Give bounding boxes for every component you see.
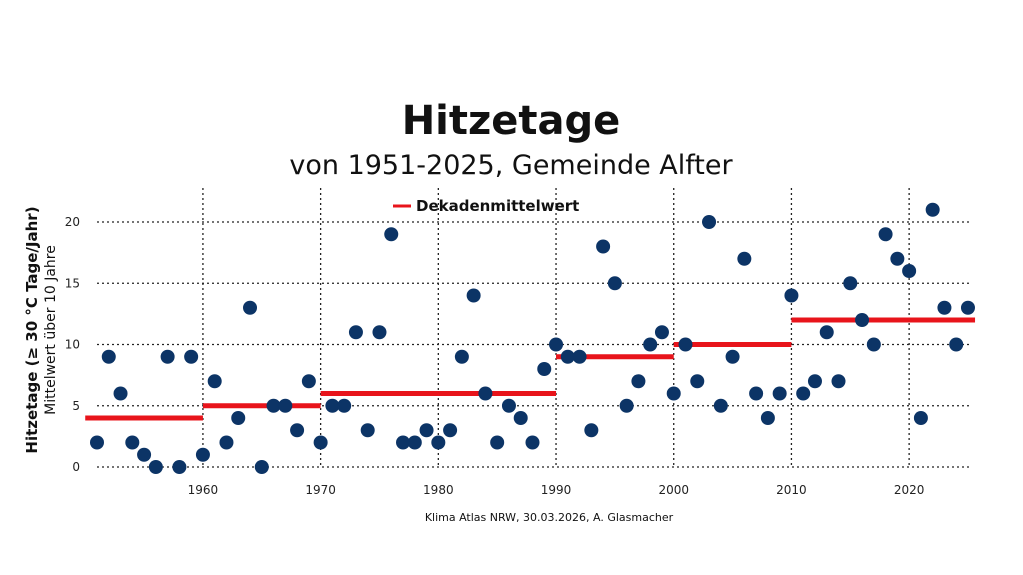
x-tick-label: 2000 xyxy=(658,483,689,497)
data-point xyxy=(902,264,917,278)
data-point xyxy=(784,288,799,303)
data-point xyxy=(749,386,764,401)
data-point xyxy=(796,386,811,401)
data-point xyxy=(866,337,881,352)
data-points xyxy=(90,202,975,474)
data-point xyxy=(137,447,152,462)
data-point xyxy=(843,276,858,291)
legend-label: Dekadenmittelwert xyxy=(416,197,579,215)
y-tick-label: 10 xyxy=(65,338,80,352)
data-point xyxy=(725,349,740,364)
data-point xyxy=(431,435,446,450)
tick-labels: 0 5 10 15 20 1960 1970 1980 1990 2000 2010 2020 xyxy=(65,215,925,497)
data-point xyxy=(549,337,564,352)
data-point xyxy=(172,460,187,474)
data-point xyxy=(584,423,599,438)
y-tick-label: 20 xyxy=(65,215,80,229)
data-point xyxy=(619,398,634,413)
y-axis-label: Hitzetage (≥ 30 °C Tage/Jahr) xyxy=(23,206,41,453)
data-point xyxy=(560,349,575,364)
data-point xyxy=(960,300,975,315)
data-point xyxy=(925,202,940,217)
data-point xyxy=(125,435,140,450)
data-point xyxy=(737,251,752,266)
data-point xyxy=(501,398,516,413)
data-point xyxy=(113,386,128,401)
legend: Dekadenmittelwert xyxy=(393,197,579,215)
data-point xyxy=(454,349,469,364)
data-point xyxy=(160,349,175,364)
data-point xyxy=(219,435,234,450)
data-point xyxy=(396,435,411,450)
x-tick-label: 2010 xyxy=(776,483,807,497)
data-point xyxy=(607,276,622,291)
data-point xyxy=(878,227,893,242)
data-point xyxy=(831,374,846,389)
x-tick-label: 2020 xyxy=(894,483,925,497)
data-point xyxy=(419,423,434,438)
data-point xyxy=(760,411,775,425)
data-point xyxy=(772,386,787,401)
data-point xyxy=(913,411,928,425)
data-point xyxy=(666,386,681,401)
x-tick-label: 1960 xyxy=(188,483,219,497)
grid xyxy=(97,188,970,468)
data-point xyxy=(478,386,493,401)
y-axis-sublabel: Mittelwert über 10 Jahre xyxy=(43,245,59,415)
data-point xyxy=(372,325,387,340)
data-point xyxy=(207,374,222,389)
data-point xyxy=(266,398,281,413)
data-point xyxy=(807,374,822,389)
source-note: Klima Atlas NRW, 30.03.2026, A. Glasmach… xyxy=(425,511,674,524)
data-point xyxy=(325,398,340,413)
data-point xyxy=(643,337,658,352)
data-point xyxy=(513,411,528,425)
data-point xyxy=(855,313,870,327)
x-tick-label: 1990 xyxy=(541,483,572,497)
data-point xyxy=(537,362,552,376)
data-point xyxy=(384,227,399,242)
data-point xyxy=(301,374,316,389)
data-point xyxy=(195,447,210,462)
data-point xyxy=(101,349,116,364)
data-point xyxy=(337,398,352,413)
data-point xyxy=(819,325,834,340)
data-point xyxy=(631,374,646,389)
y-tick-label: 15 xyxy=(65,276,80,290)
data-point xyxy=(490,435,505,450)
data-point xyxy=(525,435,540,450)
data-point xyxy=(243,300,258,315)
data-point xyxy=(348,325,363,340)
chart-title: Hitzetage xyxy=(402,98,621,144)
data-point xyxy=(678,337,693,352)
data-point xyxy=(278,398,293,413)
data-point xyxy=(713,398,728,413)
data-point xyxy=(184,349,199,364)
data-point xyxy=(231,411,246,425)
data-point xyxy=(702,215,717,229)
data-point xyxy=(290,423,305,438)
data-point xyxy=(937,300,952,315)
data-point xyxy=(466,288,481,303)
data-point xyxy=(407,435,422,450)
x-tick-label: 1970 xyxy=(305,483,336,497)
data-point xyxy=(596,239,611,254)
data-point xyxy=(443,423,458,438)
data-point xyxy=(690,374,705,389)
decade-means xyxy=(85,317,976,421)
data-point xyxy=(254,460,269,474)
data-point xyxy=(360,423,375,438)
data-point xyxy=(890,251,905,266)
data-point xyxy=(90,435,104,450)
data-point xyxy=(654,325,669,340)
data-point xyxy=(148,460,163,474)
chart-subtitle: von 1951-2025, Gemeinde Alfter xyxy=(289,150,733,181)
data-point xyxy=(572,349,587,364)
y-tick-label: 0 xyxy=(72,460,80,474)
data-point xyxy=(949,337,964,352)
data-point xyxy=(313,435,328,450)
x-tick-label: 1980 xyxy=(423,483,454,497)
y-tick-label: 5 xyxy=(72,399,80,413)
